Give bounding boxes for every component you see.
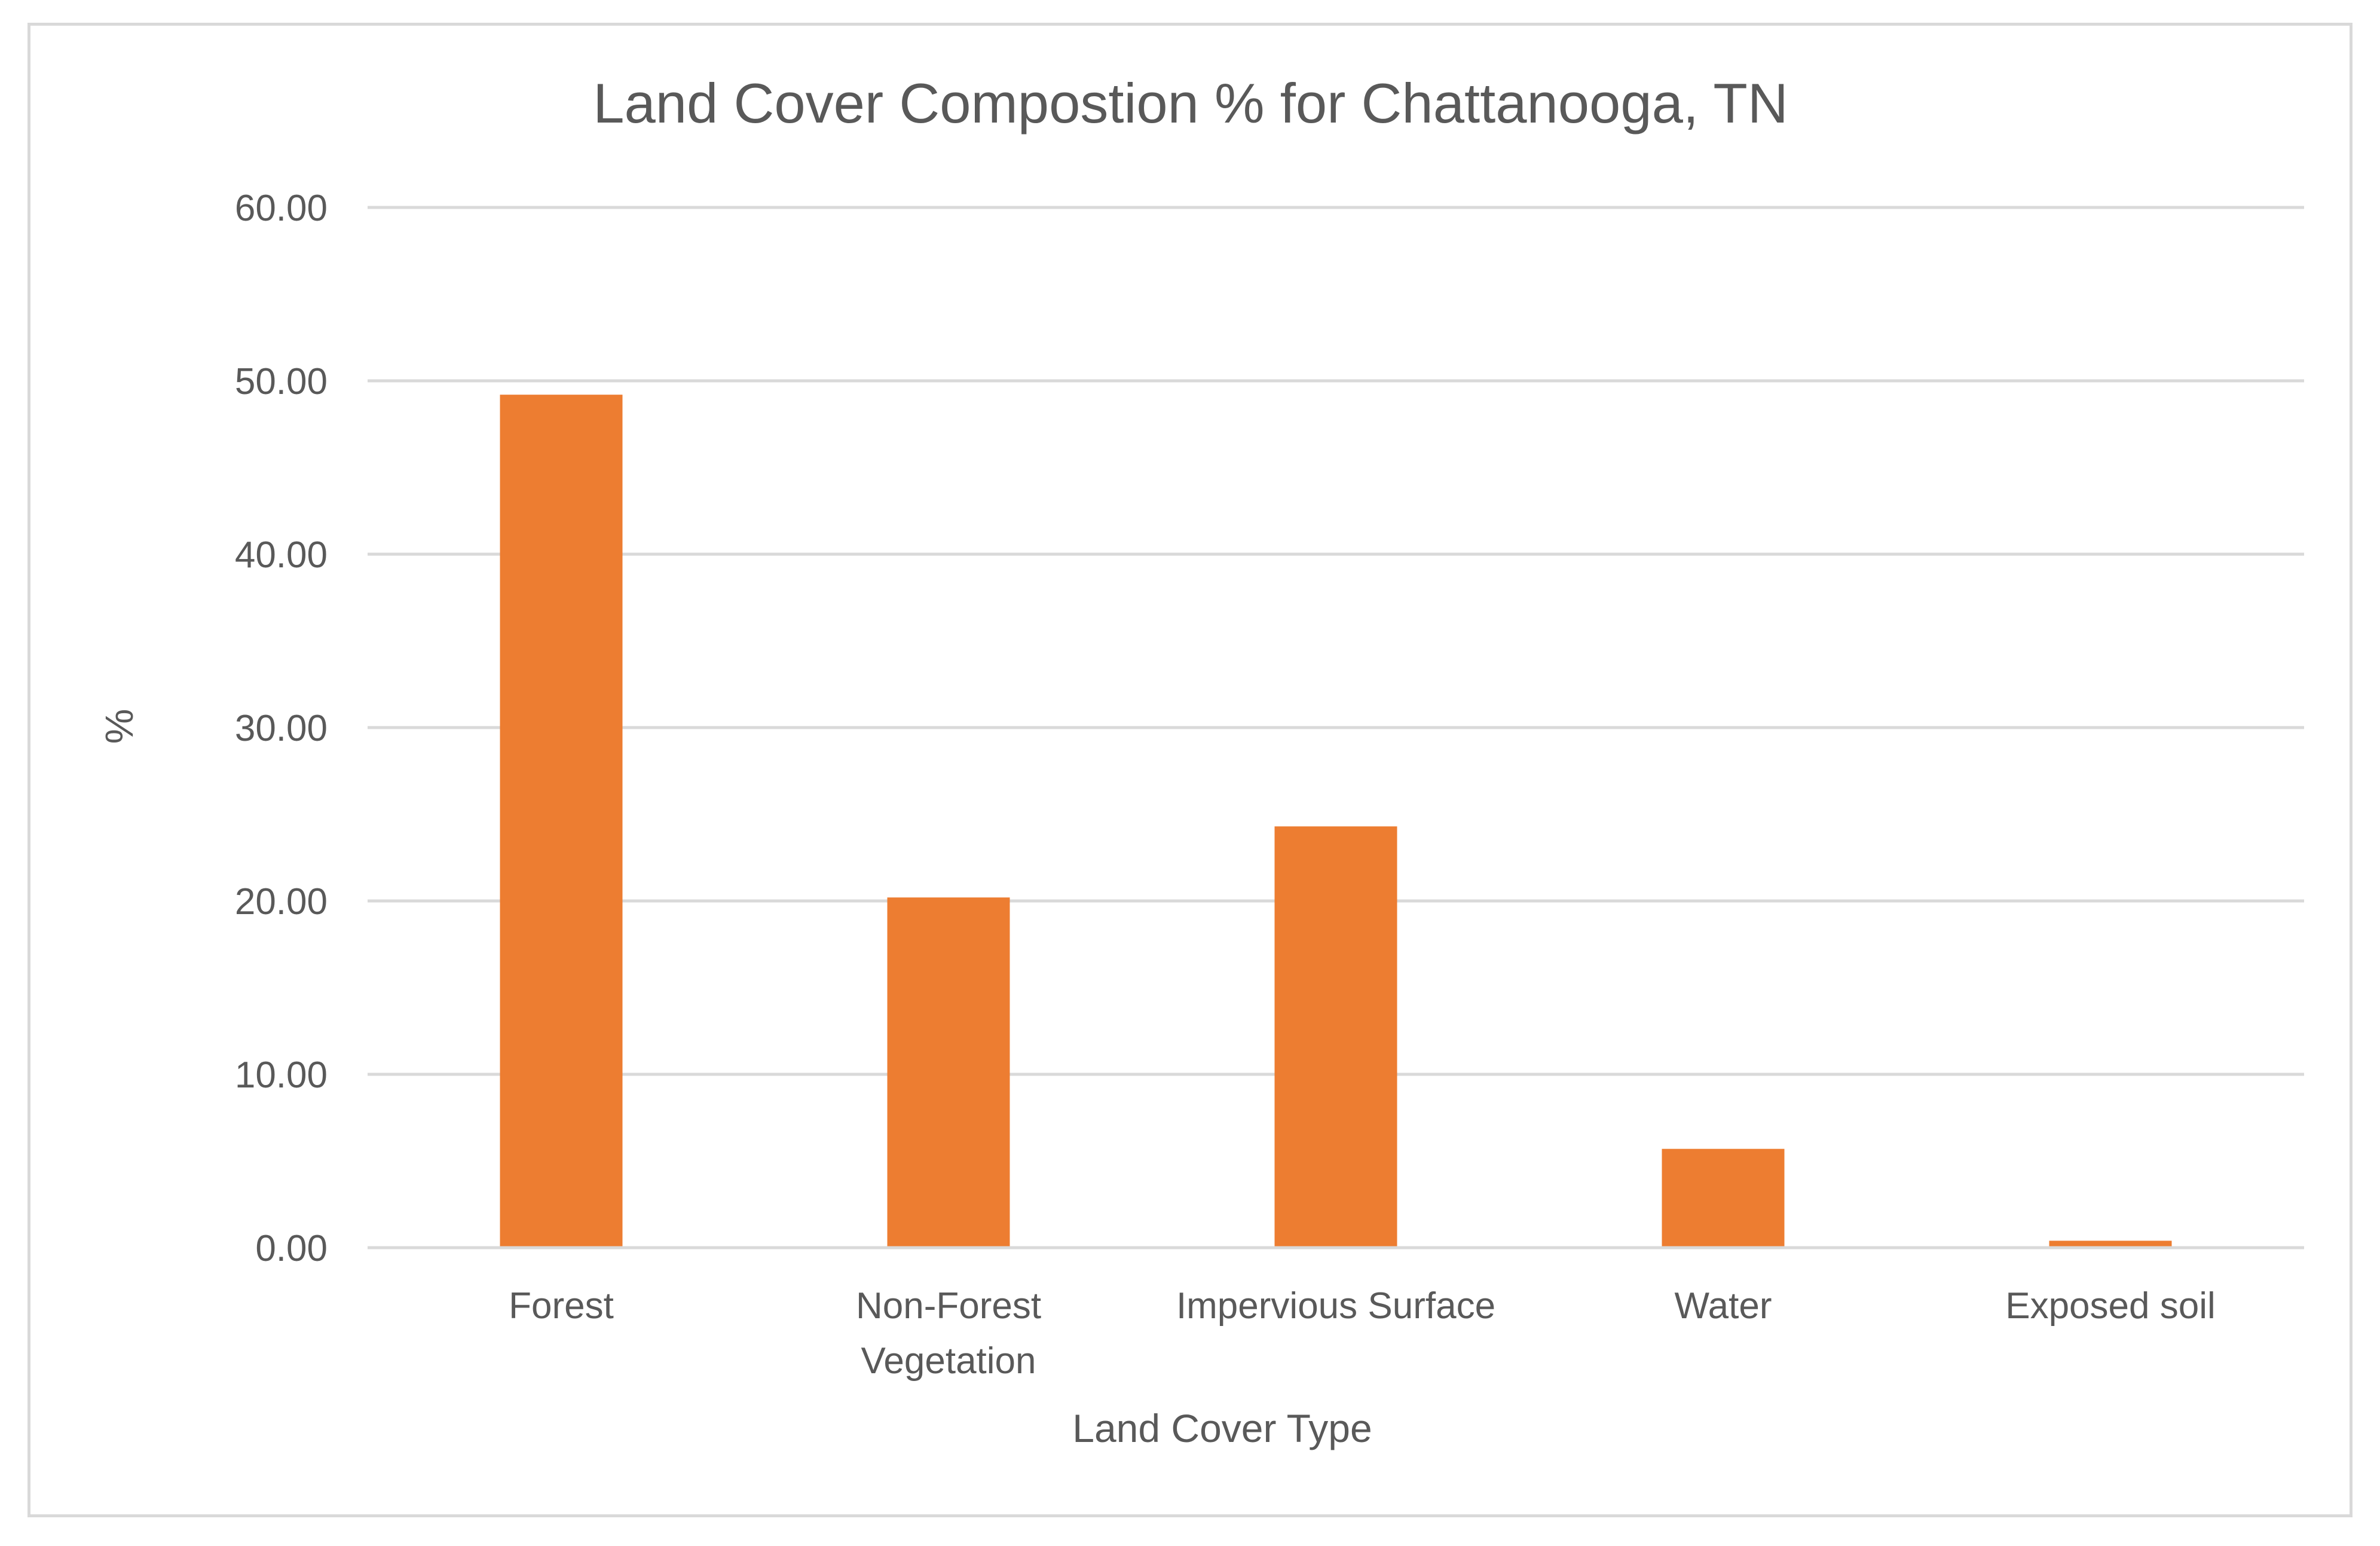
chart-title: Land Cover Compostion % for Chattanooga,… [593, 72, 1788, 135]
bar [500, 395, 623, 1248]
x-axis-title: Land Cover Type [1072, 1406, 1372, 1450]
y-tick-label: 50.00 [235, 361, 328, 402]
bar [887, 897, 1010, 1248]
y-tick-label: 20.00 [235, 881, 328, 922]
x-tick-label: Forest [509, 1285, 614, 1327]
bars [368, 395, 2304, 1249]
y-tick-label: 10.00 [235, 1055, 328, 1096]
chart-area [27, 23, 2353, 1517]
x-tick-label: Water [1674, 1285, 1772, 1327]
y-axis-ticks: 0.00 10.00 20.00 30.00 40.00 50.00 60.00 [235, 188, 328, 1269]
y-tick-label: 60.00 [235, 188, 328, 229]
y-tick-label: 0.00 [255, 1228, 328, 1269]
bar [1662, 1148, 1785, 1248]
y-axis-title: % [97, 709, 141, 744]
y-tick-label: 40.00 [235, 534, 328, 576]
y-tick-label: 30.00 [235, 708, 328, 749]
x-tick-label: Non-Forest Vegetation [856, 1285, 1041, 1382]
bar [1274, 826, 1397, 1248]
x-tick-label: Exposed soil [2005, 1285, 2216, 1327]
x-axis-ticks: Forest Non-Forest Vegetation Impervious Sur… [509, 1285, 2216, 1382]
x-tick-label: Impervious Surface [1176, 1285, 1495, 1327]
bar [2049, 1241, 2172, 1248]
